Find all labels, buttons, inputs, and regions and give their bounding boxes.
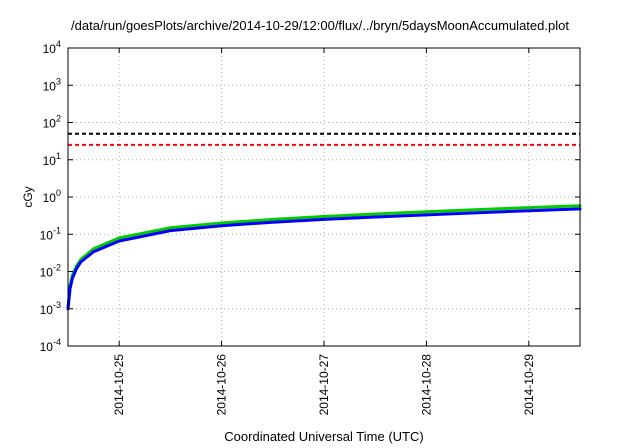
y-tick-label: 104 bbox=[43, 39, 61, 56]
y-axis-label: cGy bbox=[21, 186, 35, 207]
x-tick-label: 2014-10-27 bbox=[317, 354, 331, 416]
x-axis-label: Coordinated Universal Time (UTC) bbox=[224, 429, 424, 444]
x-axis-ticks: 2014-10-25 2014-10-26 2014-10-27 2014-10-28… bbox=[112, 48, 536, 415]
grid-lines bbox=[68, 48, 580, 346]
y-tick-label: 10-2 bbox=[40, 263, 61, 280]
y-tick-label: 102 bbox=[43, 114, 61, 131]
data-series bbox=[66, 204, 582, 311]
series-line bbox=[66, 207, 582, 311]
x-tick-label: 2014-10-29 bbox=[522, 354, 536, 416]
chart-title: /data/run/goesPlots/archive/2014-10-29/1… bbox=[71, 18, 569, 33]
y-tick-label: 101 bbox=[43, 151, 61, 168]
y-tick-label: 100 bbox=[43, 188, 61, 205]
x-tick-label: 2014-10-25 bbox=[112, 354, 126, 416]
y-tick-label: 10-1 bbox=[40, 225, 61, 242]
y-tick-label: 10-4 bbox=[40, 337, 61, 354]
x-tick-label: 2014-10-28 bbox=[419, 354, 433, 416]
reference-lines bbox=[68, 132, 580, 146]
y-tick-label: 103 bbox=[43, 76, 61, 93]
x-tick-label: 2014-10-26 bbox=[215, 354, 229, 416]
y-tick-label: 10-3 bbox=[40, 300, 61, 317]
